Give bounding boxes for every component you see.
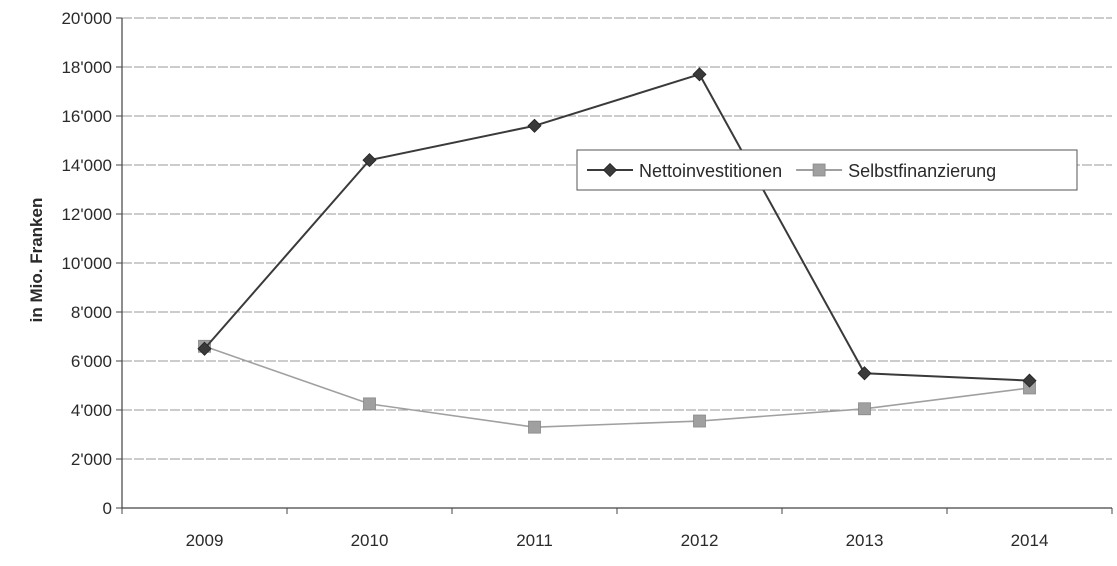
y-tick-label: 10'000: [61, 254, 112, 273]
x-tick-label: 2012: [681, 531, 719, 550]
series-nettoinvestitionen: [197, 67, 1037, 388]
legend-swatch-marker: [602, 162, 618, 178]
y-tick-label: 16'000: [61, 107, 112, 126]
legend-swatch-marker: [812, 163, 826, 177]
y-tick-label: 4'000: [71, 401, 112, 420]
data-point: [527, 118, 542, 133]
data-point: [693, 414, 706, 428]
data-point: [362, 153, 377, 168]
x-tick-label: 2009: [186, 531, 224, 550]
x-tick-label: 2013: [846, 531, 884, 550]
data-point: [692, 67, 707, 82]
x-tick-label: 2011: [516, 531, 553, 550]
series-selbstfinanzierung: [198, 339, 1036, 434]
y-tick-label: 8'000: [71, 303, 112, 322]
series-line: [204, 345, 1030, 428]
gridlines: [122, 17, 1112, 460]
data-point: [528, 420, 541, 434]
data-point: [363, 397, 376, 411]
data-point: [858, 402, 871, 416]
legend-label: Nettoinvestitionen: [639, 161, 782, 181]
data-point: [857, 366, 872, 381]
legend-item-nettoinvestitionen: Nettoinvestitionen: [587, 161, 782, 181]
legend: Nettoinvestitionen Selbstfinanzierung: [576, 149, 1078, 191]
y-tick-label: 12'000: [61, 205, 112, 224]
y-tick-label: 14'000: [61, 156, 112, 175]
legend-label: Selbstfinanzierung: [848, 161, 996, 181]
x-tick-label: 2014: [1011, 531, 1049, 550]
y-tick-label: 18'000: [61, 58, 112, 77]
axes: 0 2'000 4'000 6'000 8'000 10'000 12'000 14'000 1…: [61, 9, 1113, 550]
y-tick-label: 0: [103, 499, 112, 518]
data-point: [197, 341, 212, 356]
x-tick-label: 2010: [351, 531, 389, 550]
data-point: [1022, 373, 1037, 388]
series-line: [203, 73, 1030, 382]
legend-item-selbstfinanzierung: Selbstfinanzierung: [796, 161, 996, 181]
y-axis-label: in Mio. Franken: [27, 198, 46, 323]
y-tick-label: 2'000: [71, 450, 112, 469]
y-tick-label: 20'000: [61, 9, 112, 28]
y-tick-label: 6'000: [71, 352, 112, 371]
series: [197, 67, 1037, 434]
